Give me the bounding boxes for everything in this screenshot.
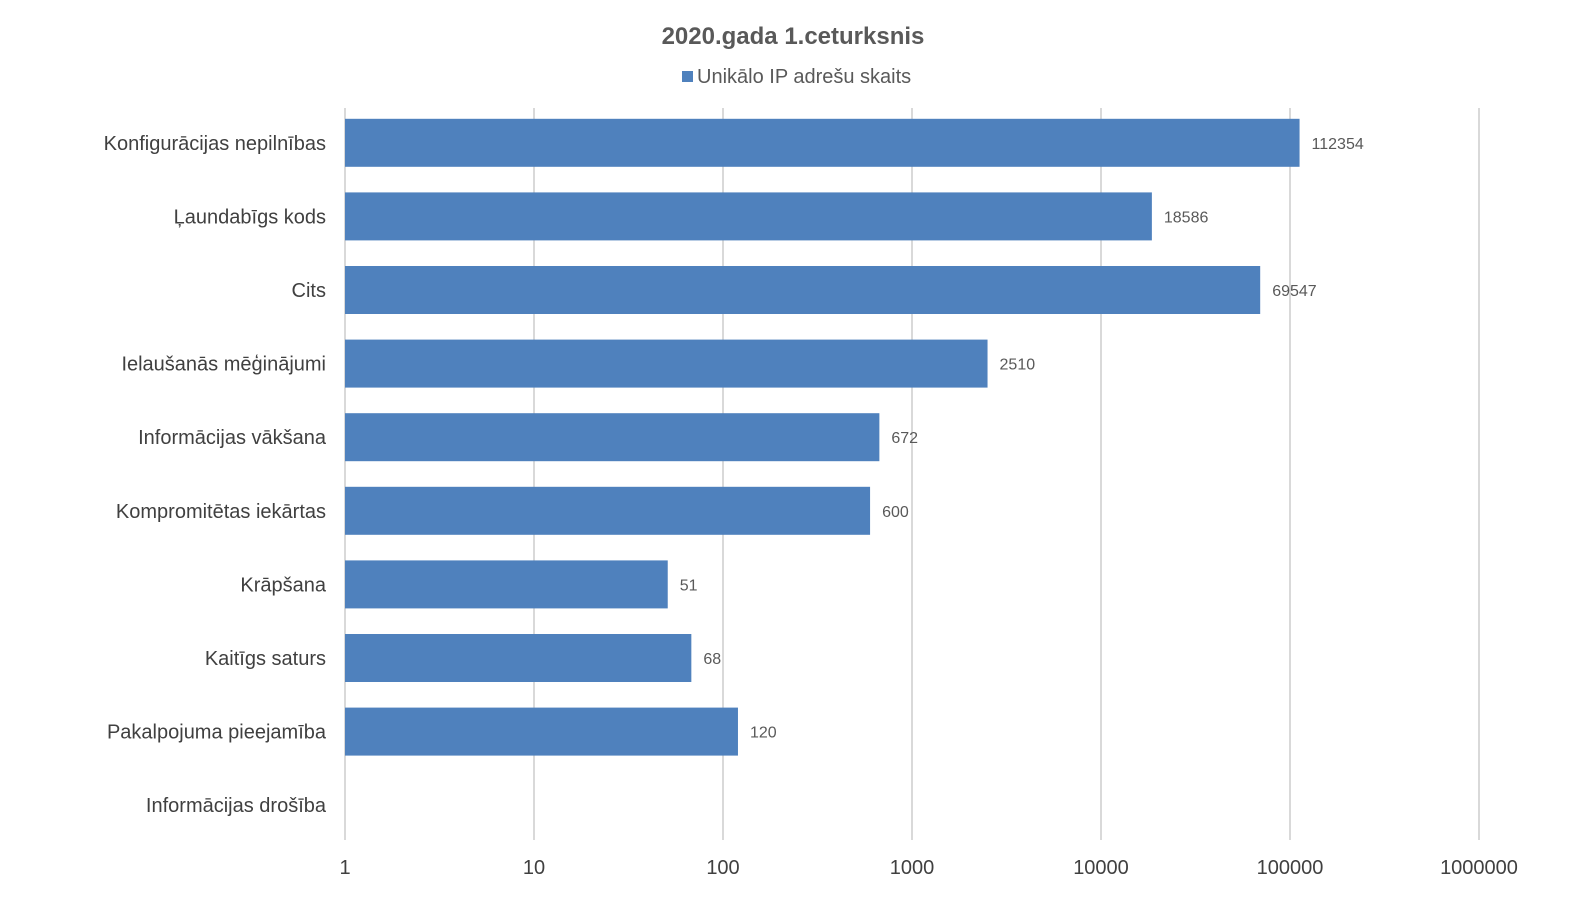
legend: Unikālo IP adrešu skaits (682, 66, 911, 88)
data-label: 2510 (1000, 357, 1036, 374)
data-label: 112354 (1312, 136, 1364, 153)
bar (345, 634, 692, 682)
category-label: Cits (292, 280, 326, 302)
category-label: Kaitīgs saturs (205, 648, 326, 670)
bars (345, 118, 1300, 756)
x-tick-label: 1000000 (1440, 857, 1518, 879)
bar (345, 707, 738, 756)
category-label: Ielaušanās mēģinājumi (121, 354, 326, 376)
category-labels: Konfigurācijas nepilnības Ļaundabīgs kods… (104, 133, 327, 817)
data-labels: 112354 18586 69547 2510 672 600 51 68 120 (680, 136, 1364, 742)
x-tick-label: 100000 (1257, 857, 1324, 879)
bar (345, 118, 1300, 167)
x-tick-label: 1 (339, 857, 350, 879)
bar (345, 413, 880, 462)
legend-swatch (682, 71, 693, 82)
x-axis-ticks: 1 10 100 1000 10000 100000 1000000 (339, 857, 1518, 879)
x-tick-label: 10000 (1073, 857, 1129, 879)
bar (345, 192, 1152, 241)
bar (345, 339, 988, 388)
data-label: 69547 (1272, 283, 1317, 300)
data-label: 18586 (1164, 209, 1209, 226)
legend-label: Unikālo IP adrešu skaits (697, 66, 911, 88)
data-label: 672 (891, 430, 918, 447)
chart-title: 2020.gada 1.ceturksnis (662, 23, 925, 50)
category-label: Krāpšana (240, 574, 326, 596)
data-label: 120 (750, 725, 777, 742)
category-label: Informācijas vākšana (138, 427, 327, 449)
bar (345, 266, 1261, 314)
category-label: Informācijas drošība (146, 795, 327, 817)
category-label: Ļaundabīgs kods (174, 206, 326, 228)
data-label: 600 (882, 504, 909, 521)
x-tick-label: 100 (706, 857, 739, 879)
data-label: 51 (680, 577, 698, 594)
x-tick-label: 1000 (890, 857, 935, 879)
bar (345, 560, 668, 609)
category-label: Pakalpojuma pieejamība (107, 722, 327, 744)
data-label: 68 (703, 651, 721, 668)
x-tick-label: 10 (523, 857, 545, 879)
bar (345, 486, 871, 535)
category-label: Konfigurācijas nepilnības (104, 133, 326, 155)
category-label: Kompromitētas iekārtas (116, 501, 326, 523)
